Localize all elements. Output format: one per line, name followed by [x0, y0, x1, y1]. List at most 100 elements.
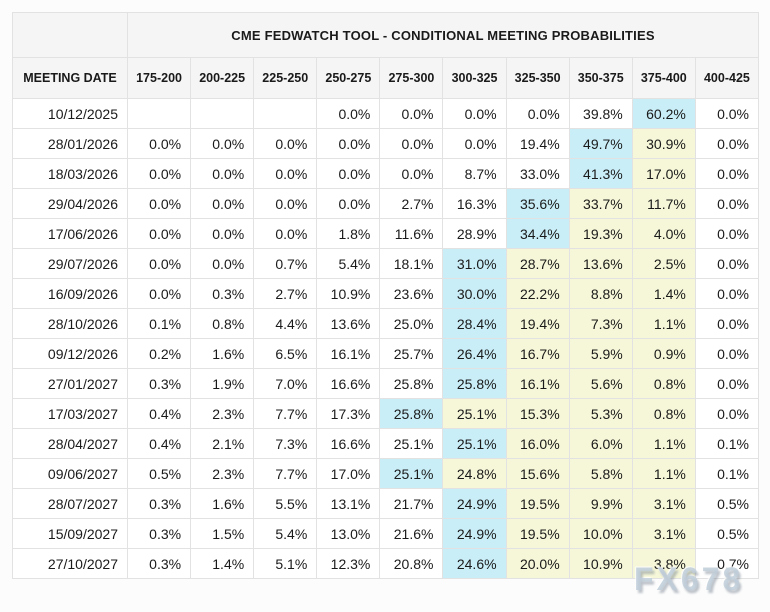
probability-cell: 0.7% [694, 548, 760, 579]
probability-cell: 15.3% [505, 398, 570, 429]
probability-cell: 6.0% [568, 428, 633, 459]
probability-cell: 23.6% [379, 278, 444, 309]
probability-cell: 0.0% [190, 248, 255, 279]
probability-cell: 0.8% [190, 308, 255, 339]
probability-cell: 30.9% [631, 128, 696, 159]
probability-cell: 0.0% [379, 98, 444, 129]
probability-cell [190, 98, 255, 129]
probability-cell: 7.3% [253, 428, 318, 459]
probability-cell: 20.0% [505, 548, 570, 579]
table-row: 10/12/2025 0.0% 0.0% 0.0% 0.0% 39.8% 60.2% 0.0% [12, 98, 760, 129]
table-row: 28/01/2026 0.0% 0.0% 0.0% 0.0% 0.0% 0.0% 19.4% 4… [12, 128, 760, 159]
probability-cell: 35.6% [505, 188, 570, 219]
fedwatch-table: CME FEDWATCH TOOL - CONDITIONAL MEETING … [12, 12, 760, 579]
probability-cell: 18.1% [379, 248, 444, 279]
probability-cell: 0.0% [379, 158, 444, 189]
rate-range-column-header: 350-375 [568, 57, 633, 99]
probability-cell: 20.8% [379, 548, 444, 579]
probability-cell [253, 98, 318, 129]
probability-cell: 33.0% [505, 158, 570, 189]
probability-cell: 0.5% [694, 518, 760, 549]
probability-cell: 0.1% [126, 308, 192, 339]
probability-cell: 7.3% [568, 308, 633, 339]
probability-cell: 0.8% [631, 368, 696, 399]
meeting-date-cell: 18/03/2026 [12, 158, 128, 189]
probability-cell: 17.0% [631, 158, 696, 189]
title-row: CME FEDWATCH TOOL - CONDITIONAL MEETING … [12, 12, 760, 58]
probability-cell: 28.9% [442, 218, 507, 249]
meeting-date-cell: 09/06/2027 [12, 458, 128, 489]
probability-cell: 3.8% [631, 548, 696, 579]
probability-cell: 10.9% [568, 548, 633, 579]
meeting-date-cell: 28/04/2027 [12, 428, 128, 459]
probability-cell: 0.0% [505, 98, 570, 129]
probability-cell: 17.0% [316, 458, 381, 489]
meeting-date-cell: 09/12/2026 [12, 338, 128, 369]
probability-cell: 16.6% [316, 428, 381, 459]
probability-cell: 0.4% [126, 428, 192, 459]
probability-cell: 0.1% [694, 428, 760, 459]
probability-cell: 7.0% [253, 368, 318, 399]
table-row: 15/09/2027 0.3% 1.5% 5.4% 13.0% 21.6% 24.9% 19.… [12, 518, 760, 549]
probability-cell: 2.7% [379, 188, 444, 219]
probability-cell: 5.8% [568, 458, 633, 489]
probability-cell: 16.1% [316, 338, 381, 369]
probability-cell: 3.1% [631, 488, 696, 519]
probability-cell: 0.4% [126, 398, 192, 429]
probability-cell: 0.0% [126, 278, 192, 309]
probability-cell: 2.1% [190, 428, 255, 459]
table-row: 16/09/2026 0.0% 0.3% 2.7% 10.9% 23.6% 30.0% 22.… [12, 278, 760, 309]
probability-cell: 12.3% [316, 548, 381, 579]
rate-range-column-header: 325-350 [505, 57, 570, 99]
probability-cell: 34.4% [505, 218, 570, 249]
probability-cell: 25.8% [379, 368, 444, 399]
probability-cell: 0.0% [694, 368, 760, 399]
probability-cell: 16.6% [316, 368, 381, 399]
probability-cell: 25.1% [442, 428, 507, 459]
probability-cell: 0.0% [316, 98, 381, 129]
probability-cell: 5.4% [316, 248, 381, 279]
probability-cell: 0.1% [694, 458, 760, 489]
probability-cell: 0.5% [126, 458, 192, 489]
column-header-row: MEETING DATE 175-200 200-225 225-250 250-275… [12, 57, 760, 99]
meeting-date-cell: 27/10/2027 [12, 548, 128, 579]
rate-range-column-header: 375-400 [631, 57, 696, 99]
probability-cell: 13.6% [568, 248, 633, 279]
probability-cell: 1.1% [631, 428, 696, 459]
rate-range-column-header: 400-425 [694, 57, 760, 99]
table-row: 09/06/2027 0.5% 2.3% 7.7% 17.0% 25.1% 24.8% 15.… [12, 458, 760, 489]
probability-cell: 0.7% [253, 248, 318, 279]
probability-cell: 24.9% [442, 488, 507, 519]
probability-cell: 17.3% [316, 398, 381, 429]
probability-cell: 25.1% [379, 428, 444, 459]
probability-cell: 24.6% [442, 548, 507, 579]
probability-cell: 5.5% [253, 488, 318, 519]
probability-cell: 16.3% [442, 188, 507, 219]
table-row: 27/01/2027 0.3% 1.9% 7.0% 16.6% 25.8% 25.8% 16.… [12, 368, 760, 399]
probability-cell: 19.5% [505, 488, 570, 519]
probability-cell: 0.0% [316, 128, 381, 159]
probability-cell: 28.4% [442, 308, 507, 339]
probability-cell: 1.1% [631, 308, 696, 339]
probability-cell: 10.0% [568, 518, 633, 549]
probability-cell: 15.6% [505, 458, 570, 489]
table-body: 10/12/2025 0.0% 0.0% 0.0% 0.0% 39.8% 60.2% 0.0%… [12, 98, 760, 579]
probability-cell: 0.5% [694, 488, 760, 519]
meeting-date-cell: 28/10/2026 [12, 308, 128, 339]
probability-cell: 2.3% [190, 458, 255, 489]
probability-cell: 3.1% [631, 518, 696, 549]
probability-cell: 0.3% [126, 488, 192, 519]
rate-range-column-header: 200-225 [190, 57, 255, 99]
table-row: 29/07/2026 0.0% 0.0% 0.7% 5.4% 18.1% 31.0% 28.7… [12, 248, 760, 279]
probability-cell: 4.4% [253, 308, 318, 339]
rate-range-column-header: 275-300 [379, 57, 444, 99]
meeting-date-cell: 16/09/2026 [12, 278, 128, 309]
probability-cell [126, 98, 192, 129]
probability-cell: 11.6% [379, 218, 444, 249]
probability-cell: 0.0% [316, 158, 381, 189]
probability-cell: 0.0% [126, 158, 192, 189]
probability-cell: 1.1% [631, 458, 696, 489]
meeting-date-cell: 29/07/2026 [12, 248, 128, 279]
corner-cell [12, 12, 128, 58]
